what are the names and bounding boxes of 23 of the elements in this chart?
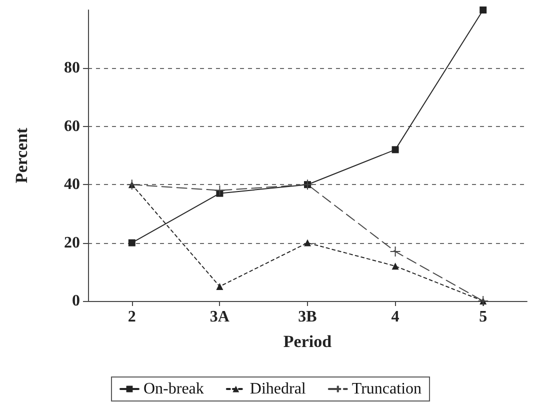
- x-tick-label: 2: [128, 308, 136, 326]
- point: [128, 239, 136, 246]
- legend-label: On-break: [143, 380, 204, 398]
- legend-label: Dihedral: [250, 380, 306, 398]
- point: [392, 262, 399, 270]
- x-tick-label: 3B: [298, 308, 318, 326]
- y-tick-label: 20: [64, 234, 80, 252]
- y-axis-title: Percent: [12, 127, 31, 184]
- x-axis-title: Period: [283, 332, 332, 351]
- point: [480, 6, 487, 14]
- y-tick-label: 0: [72, 292, 80, 310]
- y-tick-label: 60: [64, 118, 80, 135]
- x-tick-label: 5: [479, 308, 488, 326]
- point: [304, 239, 311, 246]
- y-tick-label: 40: [64, 176, 80, 194]
- point: [214, 184, 226, 196]
- y-tick-label: 80: [64, 60, 80, 77]
- x-tick-label: 4: [391, 308, 400, 326]
- point: [390, 246, 401, 258]
- point: [216, 282, 224, 290]
- x-tick-label: 3A: [210, 308, 230, 326]
- point: [392, 146, 399, 154]
- legend-label: Truncation: [352, 380, 422, 398]
